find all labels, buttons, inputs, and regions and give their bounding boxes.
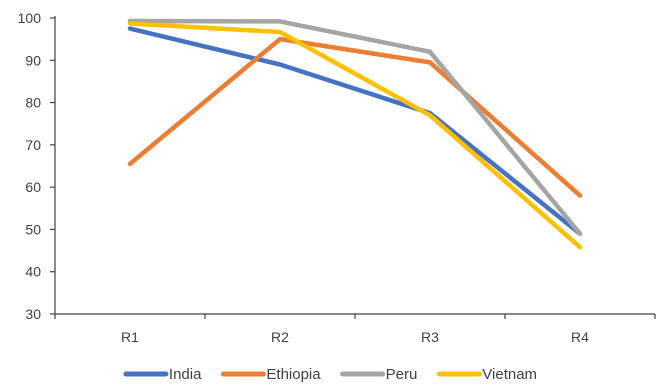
legend-item-vietnam: Vietnam xyxy=(436,366,537,383)
legend-item-peru: Peru xyxy=(340,366,418,383)
y-tick-label: 40 xyxy=(25,264,41,280)
series-line-vietnam xyxy=(127,21,583,250)
legend-label: Peru xyxy=(386,366,418,383)
y-tick-label: 80 xyxy=(25,95,41,111)
y-tick-label: 70 xyxy=(25,137,41,153)
series-line-peru xyxy=(127,18,583,236)
legend-item-ethiopia: Ethiopia xyxy=(220,366,321,383)
x-axis: R1 R2 R3 R4 xyxy=(54,313,656,345)
legend-label: Ethiopia xyxy=(266,366,321,383)
y-tick-label: 100 xyxy=(18,10,42,26)
legend-item-india: India xyxy=(123,366,202,383)
x-tick-label: R3 xyxy=(421,329,439,345)
series-line-india xyxy=(127,26,583,236)
series-lines xyxy=(127,18,583,250)
y-tick-label: 90 xyxy=(25,52,41,68)
y-tick-label: 50 xyxy=(25,221,41,237)
legend-label: Vietnam xyxy=(482,366,537,383)
y-axis: 30 40 50 60 70 80 90 100 xyxy=(18,10,56,322)
x-tick-label: R2 xyxy=(271,329,289,345)
legend: India Ethiopia Peru Vietnam xyxy=(123,366,537,383)
x-tick-label: R1 xyxy=(121,329,139,345)
y-tick-label: 60 xyxy=(25,179,41,195)
legend-label: India xyxy=(169,366,202,383)
series-line-ethiopia xyxy=(127,36,583,198)
y-tick-label: 30 xyxy=(25,306,41,322)
x-tick-label: R4 xyxy=(571,329,589,345)
